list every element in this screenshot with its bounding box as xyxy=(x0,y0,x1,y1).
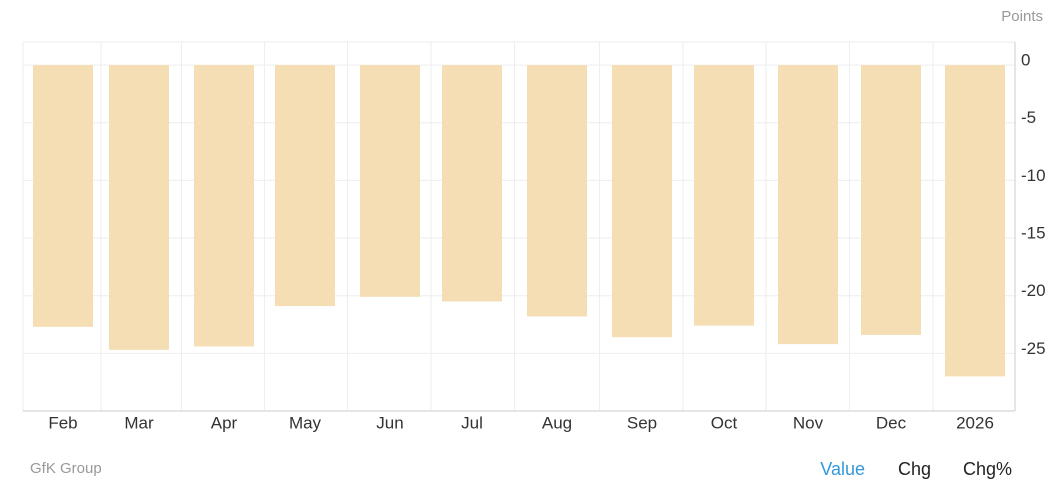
y-tick-label: -15 xyxy=(1021,224,1046,243)
y-tick-label: -25 xyxy=(1021,339,1046,358)
unit-label: Points xyxy=(1001,8,1043,25)
x-tick-label: Sep xyxy=(627,413,657,432)
y-tick-label: -10 xyxy=(1021,166,1046,185)
bar xyxy=(109,65,169,350)
y-tick-label: 0 xyxy=(1021,51,1030,70)
x-tick-label: Oct xyxy=(711,413,738,432)
bar xyxy=(360,65,420,297)
x-tick-label: Aug xyxy=(542,413,572,432)
bar xyxy=(527,65,587,317)
source: GfK Group xyxy=(30,460,102,477)
view-tab[interactable]: Chg xyxy=(898,459,931,479)
bar xyxy=(442,65,502,302)
x-tick-label: Nov xyxy=(793,413,824,432)
view-tab[interactable]: Value xyxy=(820,459,865,479)
bar xyxy=(778,65,838,345)
bar xyxy=(194,65,254,347)
view-tab[interactable]: Chg% xyxy=(963,459,1012,479)
bar xyxy=(694,65,754,326)
x-tick-label: Mar xyxy=(124,413,154,432)
x-tick-label: May xyxy=(289,413,322,432)
bar xyxy=(945,65,1005,377)
bar xyxy=(861,65,921,335)
bar xyxy=(275,65,335,307)
y-tick-label: -5 xyxy=(1021,108,1036,127)
x-tick-label: Dec xyxy=(876,413,907,432)
x-tick-label: Apr xyxy=(211,413,238,432)
x-tick-label: 2026 xyxy=(956,413,994,432)
y-tick-label: -20 xyxy=(1021,281,1046,300)
bar xyxy=(33,65,93,327)
x-tick-label: Jul xyxy=(461,413,483,432)
x-tick-label: Jun xyxy=(376,413,403,432)
x-tick-label: Feb xyxy=(48,413,77,432)
bar xyxy=(612,65,672,338)
